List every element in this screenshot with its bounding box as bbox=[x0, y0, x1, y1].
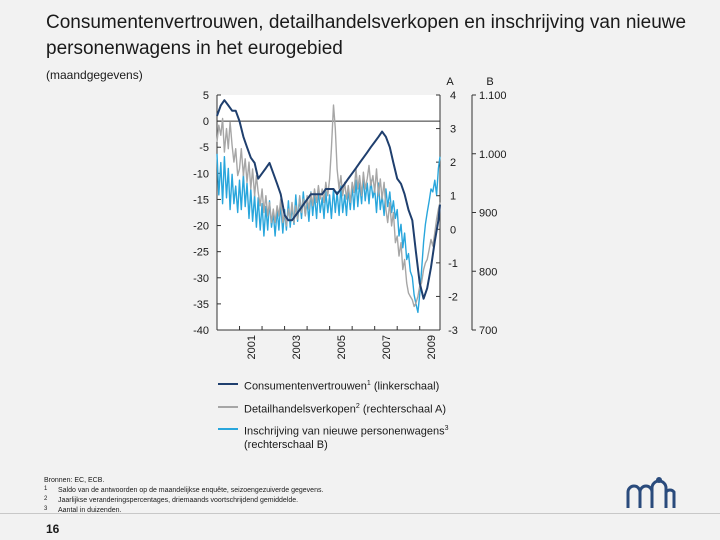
sources-block: Bronnen: EC, ECB. 1 Saldo van de antwoord… bbox=[44, 476, 604, 516]
footnote-mark: 1 bbox=[44, 486, 48, 492]
slide-title: Consumentenvertrouwen, detailhandelsverk… bbox=[46, 12, 687, 59]
legend-item-consumentenvertrouwen: Consumentenvertrouwen1 (linkerschaal) bbox=[218, 377, 518, 394]
left-tick-label: -10 bbox=[193, 168, 209, 180]
legend-footnote-mark: 3 bbox=[444, 425, 449, 433]
footer-divider bbox=[0, 513, 720, 514]
right-axis-b-header: B bbox=[486, 76, 493, 88]
footnote-text: Aantal in duizenden. bbox=[58, 507, 122, 514]
footnote-mark: 3 bbox=[44, 506, 48, 512]
legend-footnote-mark: 2 bbox=[355, 402, 360, 410]
right-a-tick-label: 2 bbox=[450, 157, 456, 169]
footnote: 1 Saldo van de antwoorden op de maandelij… bbox=[44, 486, 604, 496]
legend-scale: (rechterschaal B) bbox=[244, 438, 328, 451]
series-line-detailhandelsverkopen bbox=[216, 104, 441, 308]
right-a-tick-label: 0 bbox=[450, 224, 456, 236]
legend-label: Inschrijving van nieuwe personenwagens bbox=[244, 425, 445, 438]
chart-legend: Consumentenvertrouwen1 (linkerschaal) De… bbox=[218, 377, 518, 452]
left-tick-label: 0 bbox=[203, 116, 209, 128]
right-b-tick-label: 700 bbox=[479, 325, 497, 337]
right-b-tick-label: 800 bbox=[479, 266, 497, 278]
footnote: 3 Aantal in duizenden. bbox=[44, 506, 604, 516]
ecb-logo-icon bbox=[626, 477, 676, 508]
x-tick-label: 2001 bbox=[246, 335, 258, 359]
series-line-consumentenvertrouwen bbox=[216, 99, 441, 300]
left-tick-label: -25 bbox=[193, 247, 209, 259]
right-a-tick-label: -3 bbox=[448, 325, 458, 337]
legend-swatch-detailhandelsverkopen bbox=[218, 405, 238, 408]
footnote-text: Saldo van de antwoorden op de maandelijk… bbox=[58, 487, 324, 494]
x-tick-label: 2003 bbox=[291, 335, 303, 359]
sources-label: Bronnen: EC, ECB. bbox=[44, 477, 105, 484]
legend-scale: (linkerschaal) bbox=[370, 380, 440, 393]
left-tick-label: 5 bbox=[203, 90, 209, 102]
legend-label: Consumentenvertrouwen bbox=[244, 380, 367, 393]
legend-swatch-consumentenvertrouwen bbox=[218, 383, 238, 385]
left-tick-label: -20 bbox=[193, 221, 209, 233]
series-line-inschrijving bbox=[216, 153, 441, 314]
legend-swatch-inschrijving bbox=[218, 428, 238, 431]
legend-scale: (rechterschaal A) bbox=[359, 403, 447, 416]
legend-footnote-mark: 1 bbox=[366, 380, 371, 387]
x-tick-label: 2007 bbox=[381, 335, 393, 359]
right-b-tick-label: 900 bbox=[479, 208, 497, 220]
left-tick-label: -15 bbox=[193, 194, 209, 206]
legend-item-inschrijving: Inschrijving van nieuwe personenwagens3 … bbox=[218, 422, 518, 452]
right-b-tick-label: 1.000 bbox=[479, 149, 507, 161]
footnote-text: Jaarlijkse veranderingspercentages, drie… bbox=[58, 497, 299, 504]
x-tick-label: 2009 bbox=[426, 335, 438, 359]
right-a-tick-label: -1 bbox=[448, 258, 458, 270]
right-a-tick-label: -2 bbox=[448, 291, 458, 303]
left-tick-label: -35 bbox=[193, 299, 209, 311]
left-tick-label: -40 bbox=[193, 325, 209, 337]
left-tick-label: -5 bbox=[199, 142, 209, 154]
legend-label: Detailhandelsverkopen bbox=[244, 403, 356, 416]
right-axis-a-header: A bbox=[446, 76, 454, 88]
left-tick-label: -30 bbox=[193, 273, 209, 285]
right-a-tick-label: 3 bbox=[450, 124, 456, 136]
footnote: 2 Jaarlijkse veranderingspercentages, dri… bbox=[44, 496, 604, 506]
chart-subtitle: (maandgegevens) bbox=[46, 68, 143, 82]
right-a-tick-label: 4 bbox=[450, 90, 456, 102]
footnote-mark: 2 bbox=[44, 496, 48, 502]
legend-item-detailhandelsverkopen: Detailhandelsverkopen2 (rechterschaal A) bbox=[218, 400, 518, 417]
x-tick-label: 2005 bbox=[336, 335, 348, 359]
page-number: 16 bbox=[46, 522, 60, 536]
right-a-tick-label: 1 bbox=[450, 191, 456, 203]
right-b-tick-label: 1.100 bbox=[479, 90, 507, 102]
